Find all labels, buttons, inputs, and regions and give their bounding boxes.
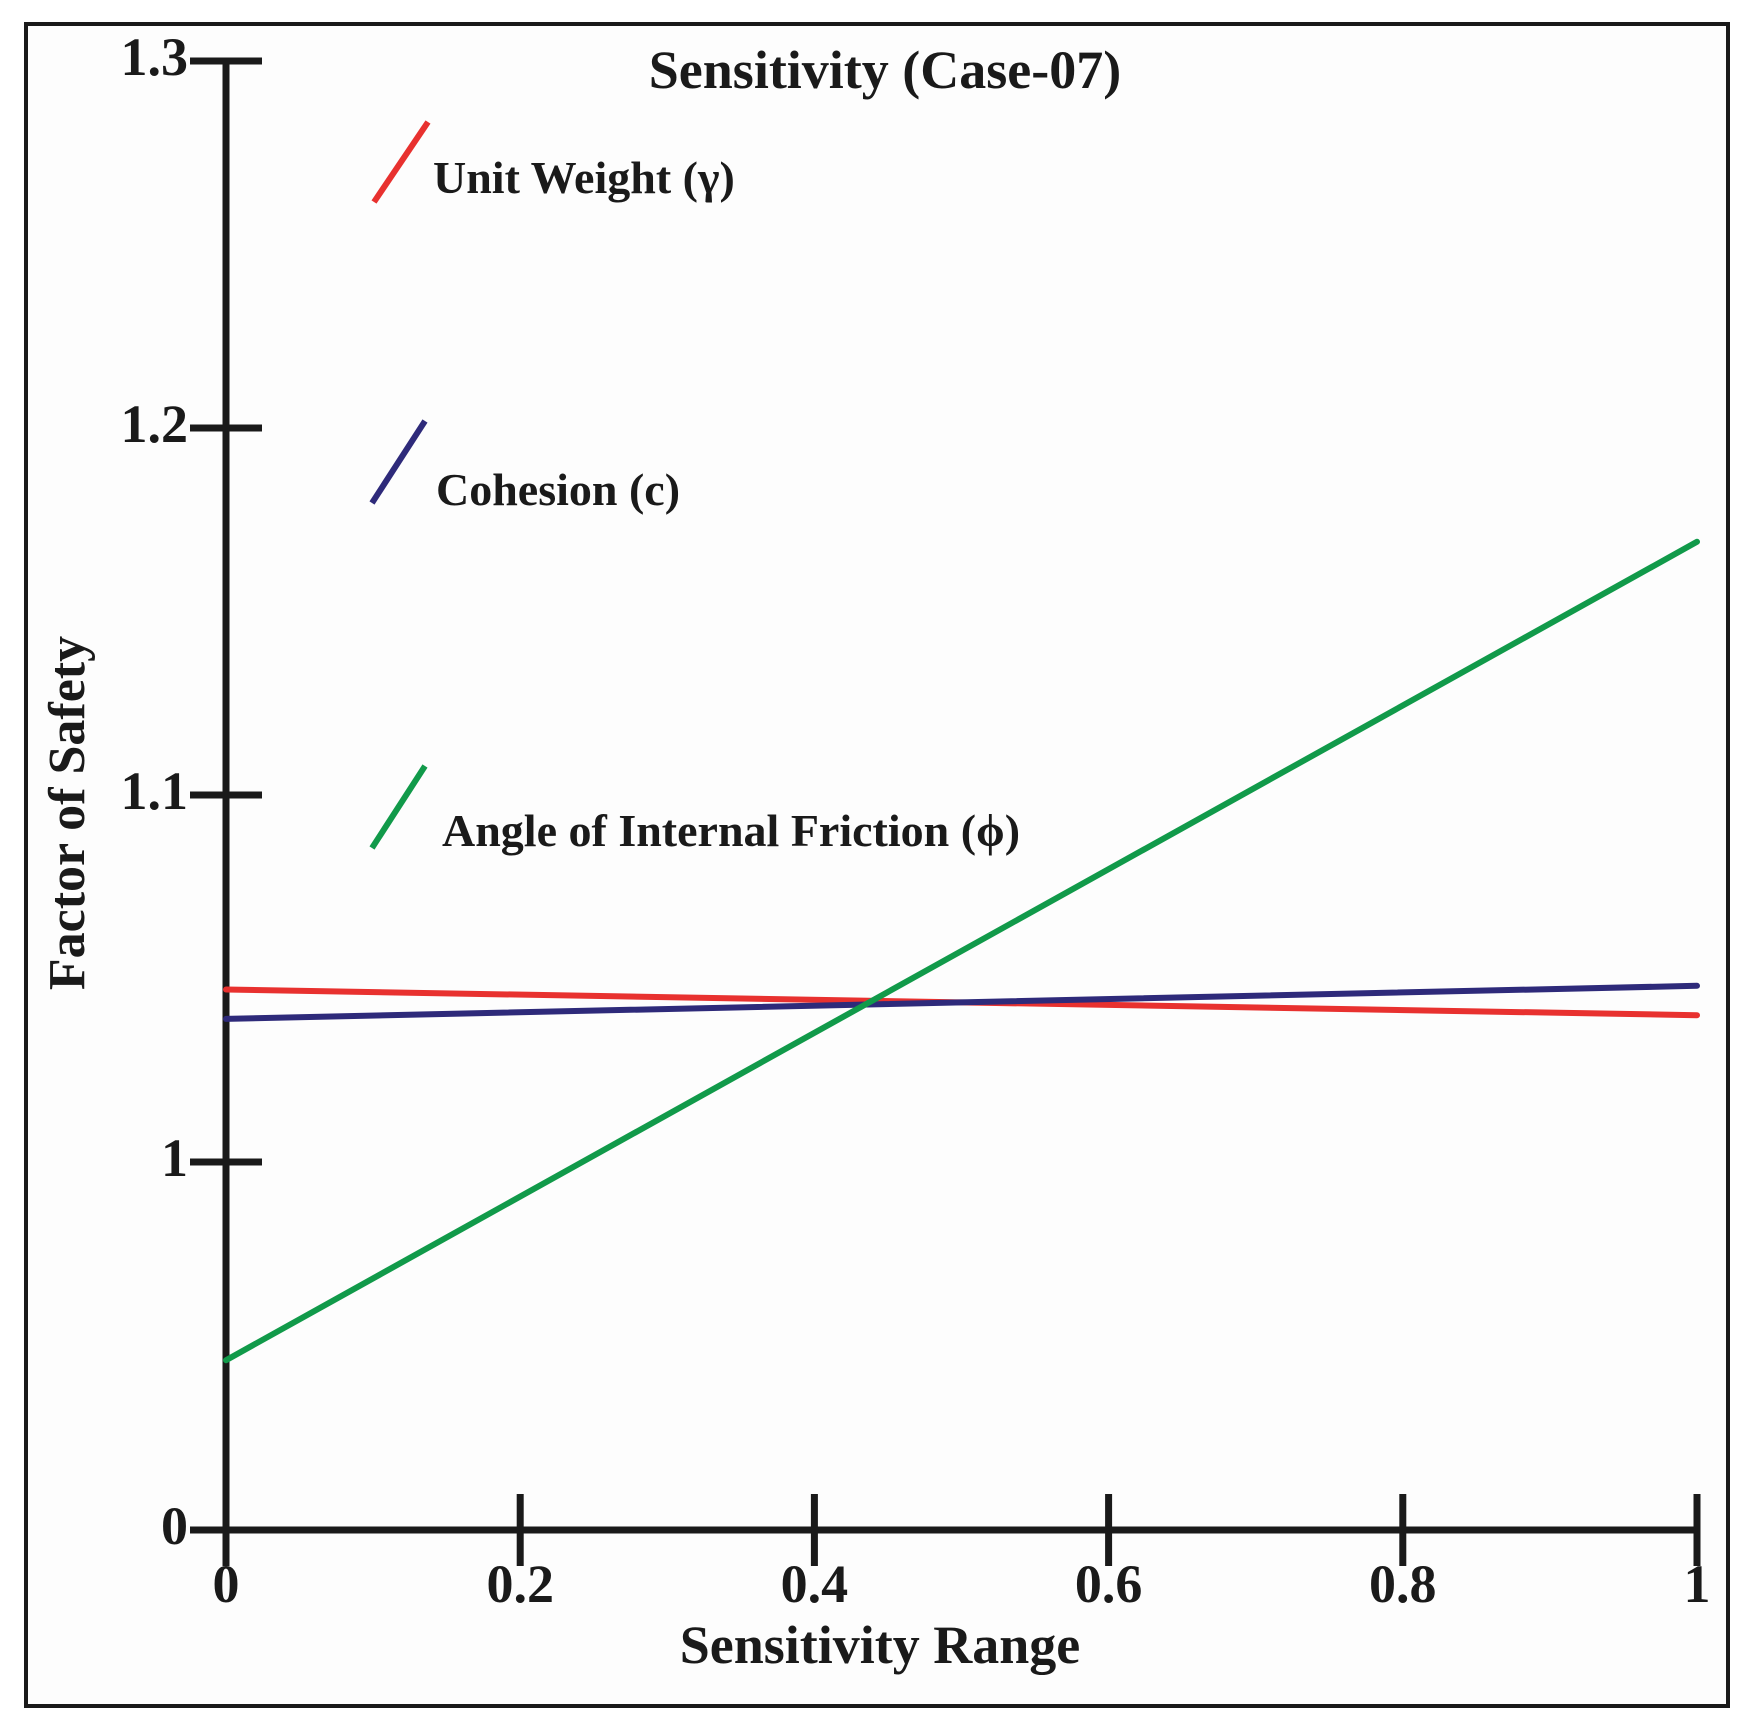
series-line — [223, 538, 1700, 1364]
series-lines — [223, 538, 1700, 1364]
series-line — [223, 982, 1700, 1022]
x-tick-label: 0.2 — [486, 1554, 554, 1614]
x-tick-label: 0 — [213, 1554, 240, 1614]
figure-frame — [24, 22, 1730, 1708]
x-tick-label: 0.6 — [1075, 1554, 1143, 1614]
y-axis-label: Factor of Safety — [39, 636, 96, 990]
legend-swatch — [369, 764, 428, 850]
y-tick-label: 1 — [161, 1128, 188, 1188]
chart-title: Sensitivity (Case-07) — [649, 40, 1121, 100]
x-tick-label: 0.4 — [781, 1554, 849, 1614]
legend-label: Unit Weight (γ) — [433, 152, 735, 203]
x-tick-label: 0.8 — [1369, 1554, 1437, 1614]
legend: Unit Weight (γ) Cohesion (c) Angle of Inte… — [369, 120, 1020, 856]
y-tick-label: 1.3 — [121, 27, 189, 87]
legend-swatch — [369, 419, 428, 505]
y-tick-label: 1.1 — [121, 761, 189, 821]
legend-label: Cohesion (c) — [436, 464, 680, 515]
x-tick-label: 1 — [1684, 1554, 1711, 1614]
legend-label: Angle of Internal Friction (ϕ) — [442, 805, 1020, 856]
y-tick-label: 1.2 — [121, 394, 189, 454]
x-axis-label: Sensitivity Range — [680, 1615, 1081, 1675]
legend-swatch — [371, 120, 431, 204]
axes: 0 1 1.1 1.2 1.3 0 0.2 0.4 0.6 0.8 1 — [121, 27, 1711, 1614]
y-tick-label: 0 — [161, 1496, 188, 1556]
